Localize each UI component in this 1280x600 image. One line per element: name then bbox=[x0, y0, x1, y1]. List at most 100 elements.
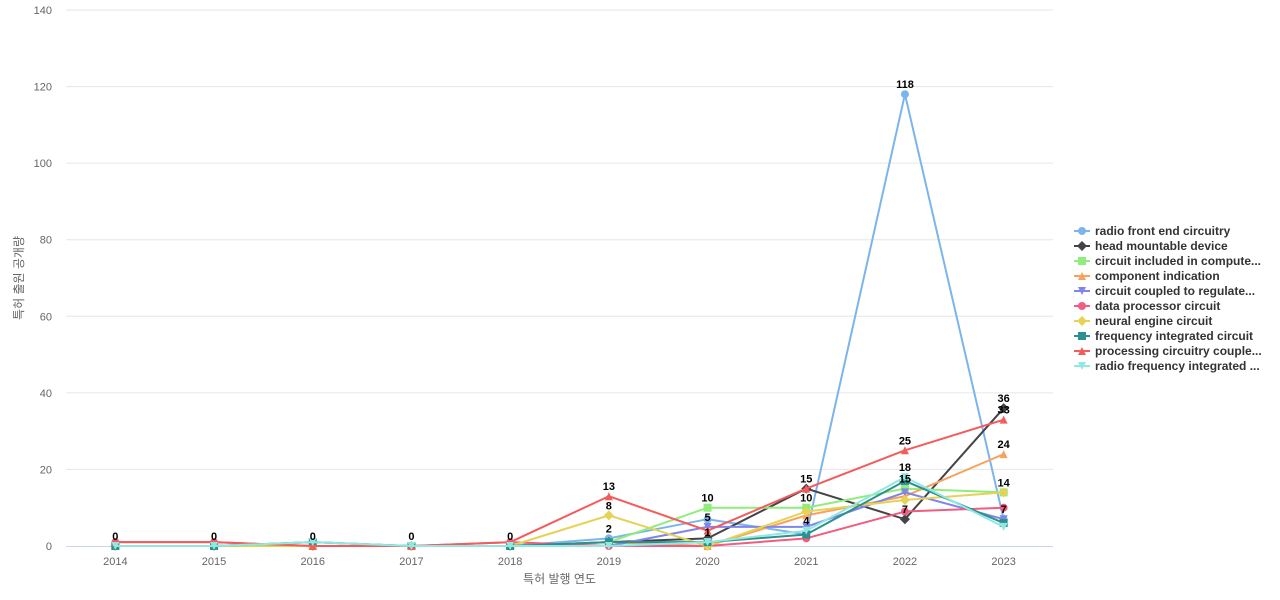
data-label: 24 bbox=[998, 439, 1011, 451]
data-point bbox=[308, 538, 317, 547]
y-tick-label: 100 bbox=[34, 158, 52, 170]
data-label: 8 bbox=[606, 500, 612, 512]
legend-item[interactable]: component indication bbox=[1074, 269, 1220, 283]
legend-item[interactable]: neural engine circuit bbox=[1074, 314, 1212, 328]
y-axis-ticks: 0 20 40 60 80 100 120 140 bbox=[34, 5, 52, 553]
legend-label: circuit coupled to regulate... bbox=[1095, 284, 1255, 298]
series-line bbox=[114, 487, 1005, 547]
series-line bbox=[114, 407, 1005, 547]
series-line bbox=[114, 479, 1005, 547]
x-tick-label: 2015 bbox=[202, 556, 226, 568]
data-label: 14 bbox=[998, 477, 1011, 489]
legend-symbol bbox=[1078, 347, 1086, 355]
legend-symbol bbox=[1077, 241, 1087, 251]
x-tick-label: 2016 bbox=[301, 556, 325, 568]
data-label: 25 bbox=[899, 435, 911, 447]
data-label: 36 bbox=[998, 393, 1010, 405]
legend-symbol bbox=[1078, 302, 1086, 310]
x-tick-label: 2023 bbox=[991, 556, 1015, 568]
data-label: 4 bbox=[803, 516, 810, 528]
data-point bbox=[998, 403, 1009, 414]
legend-item[interactable]: radio front end circuitry bbox=[1074, 224, 1231, 238]
data-point bbox=[999, 450, 1008, 459]
data-point bbox=[407, 542, 416, 550]
data-point bbox=[802, 526, 811, 535]
legend-symbol bbox=[1077, 316, 1087, 326]
legend-label: head mountable device bbox=[1095, 239, 1228, 253]
data-point bbox=[801, 506, 812, 517]
data-point bbox=[900, 473, 909, 482]
data-label: 10 bbox=[701, 493, 713, 505]
legend-item[interactable]: data processor circuit bbox=[1074, 299, 1220, 313]
data-point bbox=[703, 503, 712, 512]
y-tick-label: 0 bbox=[46, 541, 52, 553]
data-point bbox=[900, 488, 909, 497]
legend-item[interactable]: processing circuitry couple... bbox=[1074, 344, 1262, 358]
series-1[interactable] bbox=[110, 403, 1009, 551]
data-label: 33 bbox=[998, 405, 1010, 417]
data-label: 7 bbox=[902, 504, 908, 516]
legend-label: radio front end circuitry bbox=[1095, 224, 1231, 238]
legend-label: component indication bbox=[1095, 269, 1220, 283]
y-tick-label: 40 bbox=[40, 388, 52, 400]
series-line bbox=[114, 418, 1005, 547]
legend-symbol bbox=[1078, 257, 1086, 265]
y-tick-label: 80 bbox=[40, 235, 52, 247]
legend-symbol bbox=[1078, 332, 1086, 340]
series-0[interactable] bbox=[111, 90, 1008, 550]
series-line bbox=[114, 506, 1005, 547]
data-point bbox=[999, 415, 1008, 424]
data-label: 0 bbox=[112, 531, 118, 543]
data-point bbox=[900, 90, 909, 99]
legend-symbol bbox=[1078, 227, 1086, 235]
data-label: 0 bbox=[310, 531, 316, 543]
data-point bbox=[604, 542, 613, 550]
data-label: 2 bbox=[606, 523, 612, 535]
x-tick-label: 2022 bbox=[893, 556, 917, 568]
data-point bbox=[998, 487, 1009, 498]
data-label: 15 bbox=[899, 474, 911, 486]
series-3[interactable] bbox=[111, 450, 1008, 550]
y-tick-label: 60 bbox=[40, 311, 52, 323]
data-label: 0 bbox=[408, 531, 414, 543]
data-label: 0 bbox=[211, 531, 217, 543]
x-tick-label: 2014 bbox=[103, 556, 127, 568]
data-point bbox=[111, 542, 120, 550]
legend-item[interactable]: circuit coupled to regulate... bbox=[1074, 284, 1255, 298]
y-tick-label: 120 bbox=[34, 82, 52, 94]
data-label: 13 bbox=[603, 481, 615, 493]
legend-label: circuit included in compute... bbox=[1095, 254, 1261, 268]
x-tick-label: 2021 bbox=[794, 556, 818, 568]
data-point bbox=[703, 515, 712, 524]
legend-item[interactable]: radio frequency integrated ... bbox=[1074, 359, 1260, 373]
series-9[interactable] bbox=[111, 473, 1008, 550]
legend-item[interactable]: frequency integrated circuit bbox=[1074, 329, 1253, 343]
legend-label: neural engine circuit bbox=[1095, 314, 1212, 328]
data-label: 1 bbox=[704, 527, 710, 539]
data-point bbox=[999, 503, 1008, 512]
y-axis-title: 특허 출원 공개량 bbox=[12, 236, 26, 320]
data-point bbox=[506, 542, 515, 550]
data-point bbox=[999, 522, 1008, 531]
y-tick-label: 20 bbox=[40, 464, 52, 476]
x-tick-label: 2019 bbox=[597, 556, 621, 568]
data-label: 0 bbox=[507, 531, 513, 543]
data-point bbox=[210, 542, 219, 550]
legend-label: processing circuitry couple... bbox=[1095, 344, 1262, 358]
legend-item[interactable]: circuit included in compute... bbox=[1074, 254, 1261, 268]
x-axis-ticks: 2014 2015 2016 2017 2018 2019 2020 2021 2022 2023 bbox=[103, 556, 1016, 568]
series-group bbox=[110, 90, 1009, 551]
y-tick-label: 140 bbox=[34, 5, 52, 17]
data-point bbox=[899, 514, 910, 525]
x-tick-label: 2020 bbox=[695, 556, 719, 568]
legend-label: radio frequency integrated ... bbox=[1095, 359, 1260, 373]
data-label: 118 bbox=[896, 79, 914, 91]
series-7[interactable] bbox=[111, 476, 1008, 550]
legend-item[interactable]: head mountable device bbox=[1074, 239, 1228, 253]
data-point bbox=[900, 446, 909, 455]
legend-label: data processor circuit bbox=[1095, 299, 1220, 313]
legend-symbol bbox=[1078, 272, 1086, 280]
